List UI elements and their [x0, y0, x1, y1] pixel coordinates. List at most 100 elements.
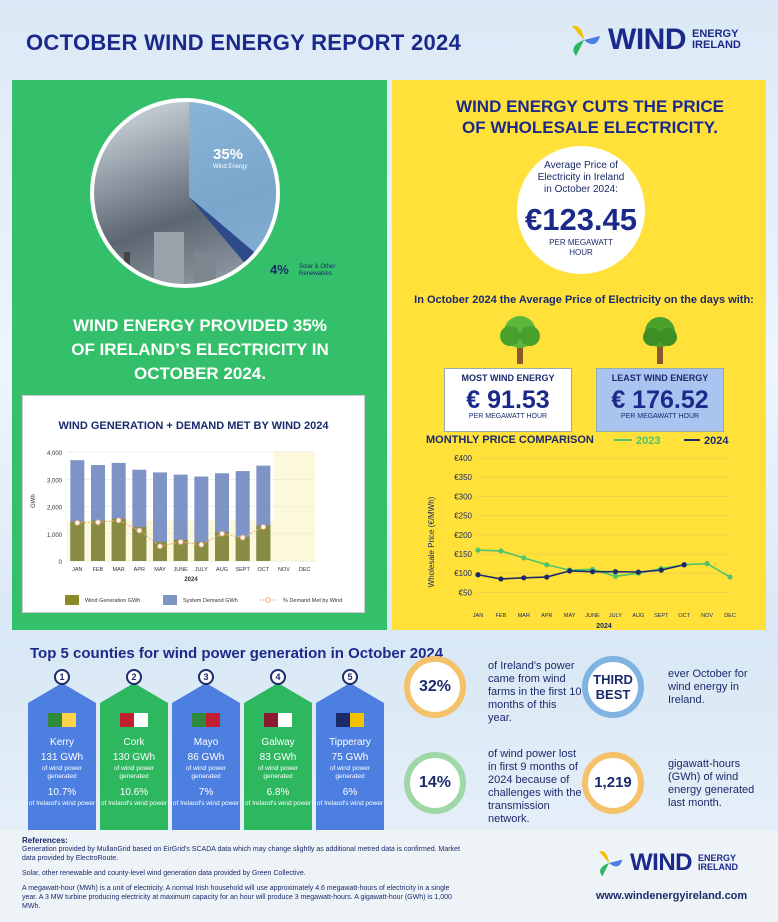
- y-axis-label: GWh: [31, 494, 37, 508]
- chart2-title: MONTHLY PRICE COMPARISON: [426, 434, 594, 446]
- county-gwh: 130 GWh: [112, 752, 156, 763]
- county-shape: [28, 683, 96, 833]
- county-pct-sub: of Ireland's wind power: [28, 800, 96, 807]
- county-flag-icon: [48, 713, 76, 727]
- y-tick-label: €350: [454, 473, 472, 482]
- x-tick-label: APR: [134, 567, 145, 573]
- x-tick-label: SEPT: [654, 613, 669, 619]
- county-gwh: 86 GWh: [187, 752, 225, 763]
- x-axis-label: 2024: [184, 577, 198, 583]
- logo-subtext: ENERGY IRELAND: [691, 28, 741, 51]
- stat-1219-ring: 1,219: [582, 752, 644, 814]
- county-pct: 6%: [342, 787, 358, 798]
- county-name: Galway: [261, 737, 295, 748]
- x-tick-label: MAR: [518, 613, 530, 619]
- pct-point: [74, 519, 81, 526]
- series-line-2024: [477, 563, 685, 580]
- chart1-title: WIND GENERATION + DEMAND MET BY WIND 202…: [58, 420, 329, 432]
- pie-small-label: Solar & Other Renewables: [299, 264, 336, 277]
- wind-bar: [215, 532, 229, 561]
- x-tick-label: MAY: [564, 613, 576, 619]
- y-tick-label: €100: [454, 569, 472, 578]
- x-tick-label: JULY: [609, 613, 622, 619]
- legend-point-pct: [265, 597, 271, 603]
- county-flag-icon: [264, 713, 292, 727]
- pct-point: [177, 539, 184, 545]
- county-shape: [172, 683, 240, 833]
- stat-32-ring: 32%: [404, 656, 466, 718]
- stat-32-text: of Ireland's power came from wind farms …: [488, 660, 582, 724]
- series-point-2023: [475, 547, 481, 553]
- series-point-2024: [681, 562, 687, 568]
- legend-label-pct: % Demand Met by Wind: [283, 598, 342, 604]
- county-name: Cork: [123, 737, 145, 748]
- series-point-2024: [521, 575, 527, 581]
- footer-logo[interactable]: WIND ENERGY IRELAND: [594, 848, 738, 878]
- green-headline: WIND ENERGY PROVIDED 35% OF IRELAND’S EL…: [71, 316, 329, 383]
- series-point-2024: [658, 567, 664, 573]
- demand-bar: [153, 472, 167, 561]
- county-card: 5 Tipperary 75 GWh of wind power generated 6…: [316, 669, 384, 833]
- county-gwh-sub: of wind power generated: [257, 765, 299, 780]
- legend-label-demand: System Demand GWh: [183, 598, 238, 604]
- county-flag-icon: [120, 713, 148, 727]
- brand-logo[interactable]: WIND ENERGY IRELAND: [566, 22, 741, 58]
- yellow-headline: WIND ENERGY CUTS THE PRICE OF WHOLESALE …: [456, 97, 724, 137]
- county-gwh: 83 GWh: [259, 752, 297, 763]
- county-gwh-sub: of wind power generated: [113, 765, 155, 780]
- pct-point: [260, 524, 267, 530]
- county-pct: 10.6%: [119, 787, 149, 798]
- county-gwh-sub: of wind power generated: [41, 765, 83, 780]
- y-tick-label: €300: [454, 492, 472, 501]
- demand-bar: [194, 476, 209, 561]
- y-tick-label: 0: [59, 560, 63, 566]
- stat-14-ring: 14%: [404, 752, 466, 814]
- logo-mark-icon: [599, 851, 623, 877]
- wind-bar: [194, 541, 209, 561]
- series-point-2024: [498, 576, 504, 582]
- references: References: Generation provided by Mulla…: [22, 836, 460, 910]
- x-tick-label: JULY: [195, 567, 208, 573]
- county-gwh: 131 GWh: [40, 752, 84, 763]
- series-point-2023: [544, 562, 550, 568]
- x-tick-label: JUNE: [585, 613, 600, 619]
- y-tick-label: €400: [454, 454, 472, 463]
- wind-generation-chart: WIND GENERATION + DEMAND MET BY WIND 202…: [22, 395, 365, 613]
- pie-main-label: Wind Energy: [213, 164, 248, 170]
- wind-bar: [70, 521, 85, 561]
- county-pct-sub: of Ireland's wind power: [244, 800, 312, 807]
- price-comparison-chart: MONTHLY PRICE COMPARISON €50 €100 €150 €200…: [404, 432, 762, 630]
- avg-price-circle: Average Price of Electricity in Ireland …: [517, 146, 645, 274]
- x-tick-label: AUG: [632, 613, 644, 619]
- most-wind-price: € 91.53: [466, 386, 550, 414]
- website-link[interactable]: www.windenergyireland.com: [596, 890, 748, 902]
- pct-point: [115, 517, 122, 524]
- x-tick-label: FEB: [496, 613, 507, 619]
- legend-label-2024: 2024: [704, 435, 729, 447]
- county-gwh-sub: of wind power generated: [185, 765, 227, 780]
- x-tick-label: DEC: [299, 567, 311, 573]
- x-tick-label: OCT: [678, 613, 690, 619]
- rank-badge: 3: [198, 669, 214, 685]
- solar-wedge: [189, 197, 266, 274]
- wind-bar: [91, 520, 105, 561]
- demand-bar: [173, 474, 188, 561]
- legend-swatch-wind: [65, 595, 79, 605]
- county-gwh-sub: of wind power generated: [329, 765, 371, 780]
- county-flag-icon: [192, 713, 220, 727]
- tree-icon: [643, 317, 677, 364]
- series-point-2023: [521, 555, 527, 561]
- lush-tree-icon: [500, 316, 540, 364]
- counties-title: Top 5 counties for wind power generation…: [30, 645, 444, 662]
- county-name: Kerry: [50, 737, 74, 748]
- series-line-2023: [477, 549, 731, 578]
- series-point-2024: [589, 569, 596, 575]
- days-line: In October 2024 the Average Price of Ele…: [414, 294, 754, 306]
- x-tick-label: FEB: [93, 567, 104, 573]
- logo-mark-icon: [572, 25, 600, 56]
- pie-small-pct: 4%: [270, 262, 289, 277]
- wind-bar: [256, 525, 271, 561]
- legend-label-2023: 2023: [636, 435, 660, 447]
- future-band: [273, 452, 315, 561]
- x-tick-label: MAR: [113, 567, 125, 573]
